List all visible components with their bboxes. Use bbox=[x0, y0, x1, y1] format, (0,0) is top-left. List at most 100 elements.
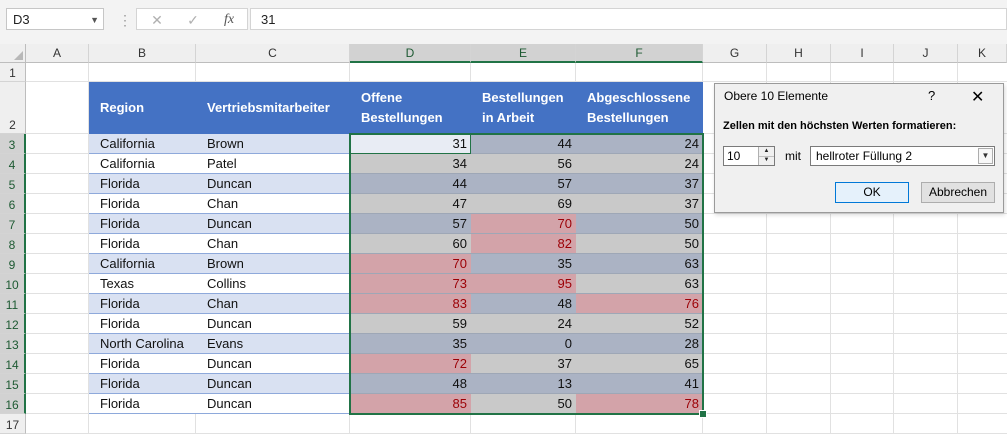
table-cell-value[interactable]: 37 bbox=[576, 194, 703, 214]
select-all-corner[interactable] bbox=[0, 44, 26, 63]
table-cell-value[interactable]: 72 bbox=[350, 354, 471, 374]
table-header-cell[interactable]: Bestellungen in Arbeit bbox=[471, 82, 576, 134]
table-cell-value[interactable]: 85 bbox=[350, 394, 471, 414]
close-icon[interactable]: ✕ bbox=[971, 89, 985, 106]
cancel-icon[interactable]: ✕ bbox=[151, 12, 163, 28]
row-header-6[interactable]: 6 bbox=[0, 194, 26, 214]
table-cell-value[interactable]: 57 bbox=[471, 174, 576, 194]
table-header-cell[interactable]: Abgeschlossene Bestellungen bbox=[576, 82, 703, 134]
row-header-14[interactable]: 14 bbox=[0, 354, 26, 374]
table-cell-value[interactable]: 50 bbox=[576, 234, 703, 254]
table-cell-value[interactable]: 24 bbox=[471, 314, 576, 334]
column-header-j[interactable]: J bbox=[894, 44, 958, 63]
row-header-5[interactable]: 5 bbox=[0, 174, 26, 194]
table-cell-region[interactable]: Texas bbox=[89, 274, 196, 294]
table-cell-value[interactable]: 65 bbox=[576, 354, 703, 374]
table-cell-value[interactable]: 56 bbox=[471, 154, 576, 174]
table-cell-rep[interactable]: Duncan bbox=[196, 214, 350, 234]
table-cell-region[interactable]: Florida bbox=[89, 174, 196, 194]
row-header-3[interactable]: 3 bbox=[0, 134, 26, 154]
table-cell-rep[interactable]: Chan bbox=[196, 194, 350, 214]
table-cell-value[interactable]: 13 bbox=[471, 374, 576, 394]
table-cell-rep[interactable]: Duncan bbox=[196, 314, 350, 334]
table-header-cell[interactable]: Vertriebsmitarbeiter bbox=[196, 82, 350, 134]
table-cell-value[interactable]: 35 bbox=[471, 254, 576, 274]
name-box[interactable]: D3 ▼ bbox=[6, 8, 104, 30]
table-cell-region[interactable]: Florida bbox=[89, 294, 196, 314]
row-header-12[interactable]: 12 bbox=[0, 314, 26, 334]
table-cell-rep[interactable]: Chan bbox=[196, 294, 350, 314]
row-header-2[interactable]: 2 bbox=[0, 82, 26, 134]
row-header-8[interactable]: 8 bbox=[0, 234, 26, 254]
column-header-h[interactable]: H bbox=[767, 44, 831, 63]
spinner-up-icon[interactable]: ▲ bbox=[759, 147, 774, 157]
table-cell-value[interactable]: 50 bbox=[471, 394, 576, 414]
spinner-down-icon[interactable]: ▼ bbox=[763, 157, 770, 163]
table-cell-value[interactable]: 24 bbox=[576, 134, 703, 154]
table-header-cell[interactable]: Region bbox=[89, 82, 196, 134]
drag-handle-icon[interactable]: ⋮ bbox=[118, 12, 132, 28]
column-header-d[interactable]: D bbox=[350, 44, 471, 63]
table-cell-rep[interactable]: Duncan bbox=[196, 174, 350, 194]
help-icon[interactable]: ? bbox=[928, 88, 936, 103]
table-cell-value[interactable]: 95 bbox=[471, 274, 576, 294]
row-header-4[interactable]: 4 bbox=[0, 154, 26, 174]
table-cell-value[interactable]: 0 bbox=[471, 334, 576, 354]
chevron-down-icon[interactable]: ▼ bbox=[90, 15, 99, 25]
table-cell-value[interactable]: 41 bbox=[576, 374, 703, 394]
row-header-9[interactable]: 9 bbox=[0, 254, 26, 274]
table-cell-region[interactable]: North Carolina bbox=[89, 334, 196, 354]
count-spinner[interactable]: 10 ▲ ▼ bbox=[723, 146, 775, 166]
table-cell-region[interactable]: California bbox=[89, 154, 196, 174]
table-cell-value[interactable]: 50 bbox=[576, 214, 703, 234]
table-cell-value[interactable]: 76 bbox=[576, 294, 703, 314]
table-cell-rep[interactable]: Brown bbox=[196, 134, 350, 154]
table-cell-value[interactable]: 69 bbox=[471, 194, 576, 214]
fill-handle[interactable] bbox=[699, 410, 707, 418]
table-cell-value[interactable]: 60 bbox=[350, 234, 471, 254]
row-header-13[interactable]: 13 bbox=[0, 334, 26, 354]
table-cell-value[interactable]: 63 bbox=[576, 254, 703, 274]
table-cell-value[interactable]: 70 bbox=[350, 254, 471, 274]
column-header-a[interactable]: A bbox=[26, 44, 89, 63]
table-cell-rep[interactable]: Duncan bbox=[196, 354, 350, 374]
table-cell-value[interactable]: 82 bbox=[471, 234, 576, 254]
table-cell-region[interactable]: Florida bbox=[89, 234, 196, 254]
table-cell-value[interactable]: 37 bbox=[471, 354, 576, 374]
table-cell-value[interactable]: 24 bbox=[576, 154, 703, 174]
table-cell-value[interactable]: 57 bbox=[350, 214, 471, 234]
table-cell-rep[interactable]: Duncan bbox=[196, 394, 350, 414]
table-cell-rep[interactable]: Patel bbox=[196, 154, 350, 174]
row-header-10[interactable]: 10 bbox=[0, 274, 26, 294]
table-cell-value[interactable]: 59 bbox=[350, 314, 471, 334]
table-header-cell[interactable]: Offene Bestellungen bbox=[350, 82, 471, 134]
column-header-e[interactable]: E bbox=[471, 44, 576, 63]
table-cell-region[interactable]: Florida bbox=[89, 394, 196, 414]
column-header-c[interactable]: C bbox=[196, 44, 350, 63]
table-cell-value[interactable]: 63 bbox=[576, 274, 703, 294]
column-header-k[interactable]: K bbox=[958, 44, 1007, 63]
enter-icon[interactable]: ✓ bbox=[187, 12, 199, 28]
insert-function-icon[interactable]: fx bbox=[223, 12, 235, 27]
table-cell-region[interactable]: Florida bbox=[89, 354, 196, 374]
table-cell-rep[interactable]: Collins bbox=[196, 274, 350, 294]
table-cell-region[interactable]: Florida bbox=[89, 314, 196, 334]
table-cell-value[interactable]: 78 bbox=[576, 394, 703, 414]
formula-input[interactable]: 31 bbox=[250, 8, 1007, 30]
column-header-f[interactable]: F bbox=[576, 44, 703, 63]
table-cell-rep[interactable]: Brown bbox=[196, 254, 350, 274]
table-cell-value[interactable]: 83 bbox=[350, 294, 471, 314]
table-cell-value[interactable]: 44 bbox=[350, 174, 471, 194]
table-cell-region[interactable]: Florida bbox=[89, 214, 196, 234]
table-cell-value[interactable]: 47 bbox=[350, 194, 471, 214]
row-header-11[interactable]: 11 bbox=[0, 294, 26, 314]
table-cell-value[interactable]: 70 bbox=[471, 214, 576, 234]
ok-button[interactable]: OK bbox=[835, 182, 909, 203]
table-cell-value[interactable]: 52 bbox=[576, 314, 703, 334]
row-header-1[interactable]: 1 bbox=[0, 63, 26, 82]
format-select[interactable]: hellroter Füllung 2 ▼ bbox=[810, 146, 995, 166]
row-header-7[interactable]: 7 bbox=[0, 214, 26, 234]
row-header-16[interactable]: 16 bbox=[0, 394, 26, 414]
table-cell-region[interactable]: California bbox=[89, 254, 196, 274]
cancel-button[interactable]: Abbrechen bbox=[921, 182, 995, 203]
